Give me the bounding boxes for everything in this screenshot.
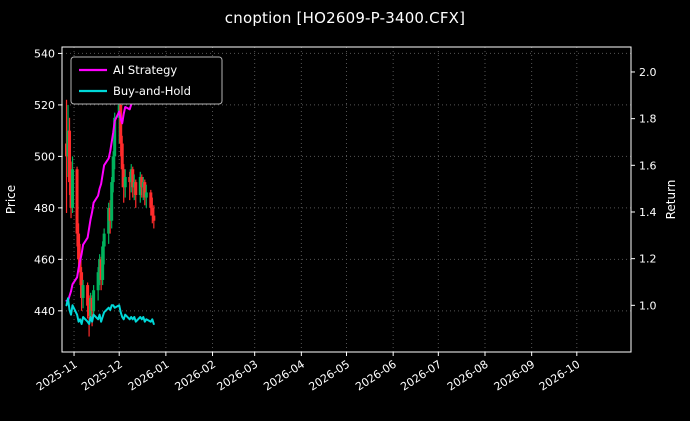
candle-body xyxy=(111,156,115,183)
candle-body xyxy=(86,285,90,306)
date-tick-label: 2026-02 xyxy=(173,358,219,394)
date-tick-label: 2026-03 xyxy=(215,358,261,394)
candle-body xyxy=(92,290,96,311)
candle-body xyxy=(138,176,142,195)
candle-body xyxy=(89,297,93,316)
candle-body xyxy=(65,143,69,157)
price-tick-label: 460 xyxy=(34,253,55,266)
date-tick-label: 2026-09 xyxy=(492,358,538,394)
candle-body xyxy=(68,130,72,183)
date-tick-label: 2026-08 xyxy=(445,358,491,394)
candle-body xyxy=(150,207,154,216)
price-tick-label: 440 xyxy=(34,305,55,318)
return-tick-label: 1.2 xyxy=(639,253,657,266)
candle-body xyxy=(134,182,138,195)
date-tick-label: 2026-01 xyxy=(126,358,172,394)
price-tick-label: 540 xyxy=(34,47,55,60)
price-tick-label: 480 xyxy=(34,202,55,215)
price-axis: 440 460 480 500 520 540 Price xyxy=(4,47,62,318)
candle-body xyxy=(131,169,135,188)
legend-label: Buy-and-Hold xyxy=(113,84,191,98)
buy-and-hold-line xyxy=(65,297,155,325)
ai-strategy-line xyxy=(65,99,134,302)
candle-body xyxy=(141,182,145,188)
candle-body xyxy=(140,176,144,188)
return-axis-label: Return xyxy=(664,180,678,220)
candle-body xyxy=(128,176,132,183)
candle-body xyxy=(99,259,103,280)
price-tick-label: 500 xyxy=(34,150,55,163)
candle-body xyxy=(122,169,126,188)
price-tick-label: 520 xyxy=(34,99,55,112)
candle-body xyxy=(143,182,147,198)
date-tick-label: 2026-07 xyxy=(398,358,444,394)
candle-body xyxy=(123,176,127,188)
candle-body xyxy=(149,192,153,208)
candle-body xyxy=(96,272,100,291)
candle-body xyxy=(110,182,114,221)
candle-body xyxy=(152,215,156,221)
candle-body xyxy=(90,297,94,311)
candle-body xyxy=(129,169,133,183)
candle-body xyxy=(108,207,112,221)
date-tick-label: 2026-10 xyxy=(537,358,583,394)
candle-body xyxy=(113,117,117,157)
return-tick-label: 2.0 xyxy=(639,66,657,79)
chart-title: cnoption [HO2609-P-3400.CFX] xyxy=(224,9,466,27)
candle-body xyxy=(132,182,136,188)
date-tick-label: 2026-05 xyxy=(307,358,353,394)
candle-body xyxy=(77,233,81,260)
candle-body xyxy=(101,246,105,280)
candle-body xyxy=(107,207,111,234)
candle-body xyxy=(120,143,124,170)
candle-body xyxy=(69,182,73,208)
candle-body xyxy=(119,104,123,144)
date-tick-label: 2026-04 xyxy=(261,358,307,394)
return-axis: 1.0 1.2 1.4 1.6 1.8 2.0 Return xyxy=(631,66,678,312)
candle-body xyxy=(98,259,102,273)
return-tick-label: 1.6 xyxy=(639,159,657,172)
candle-body xyxy=(144,192,148,198)
date-tick-label: 2026-06 xyxy=(353,358,399,394)
date-tick-label: 2025-12 xyxy=(79,358,125,394)
return-tick-label: 1.0 xyxy=(639,299,657,312)
legend-box xyxy=(70,56,223,105)
legend-label: AI Strategy xyxy=(113,63,177,77)
candle-body xyxy=(71,169,75,208)
legend: AI Strategy Buy-and-Hold xyxy=(70,56,223,105)
candle-body xyxy=(66,130,70,157)
candles-layer xyxy=(65,97,156,337)
candle-body xyxy=(87,305,91,316)
date-tick-label: 2025-11 xyxy=(34,358,80,394)
return-tick-label: 1.4 xyxy=(639,206,657,219)
return-tick-label: 1.8 xyxy=(639,113,657,126)
grid-layer xyxy=(62,47,631,352)
candle-body xyxy=(80,272,84,298)
candle-body xyxy=(102,233,106,247)
candle-body xyxy=(75,169,79,234)
candle-body xyxy=(81,285,85,298)
price-axis-label: Price xyxy=(4,185,18,214)
